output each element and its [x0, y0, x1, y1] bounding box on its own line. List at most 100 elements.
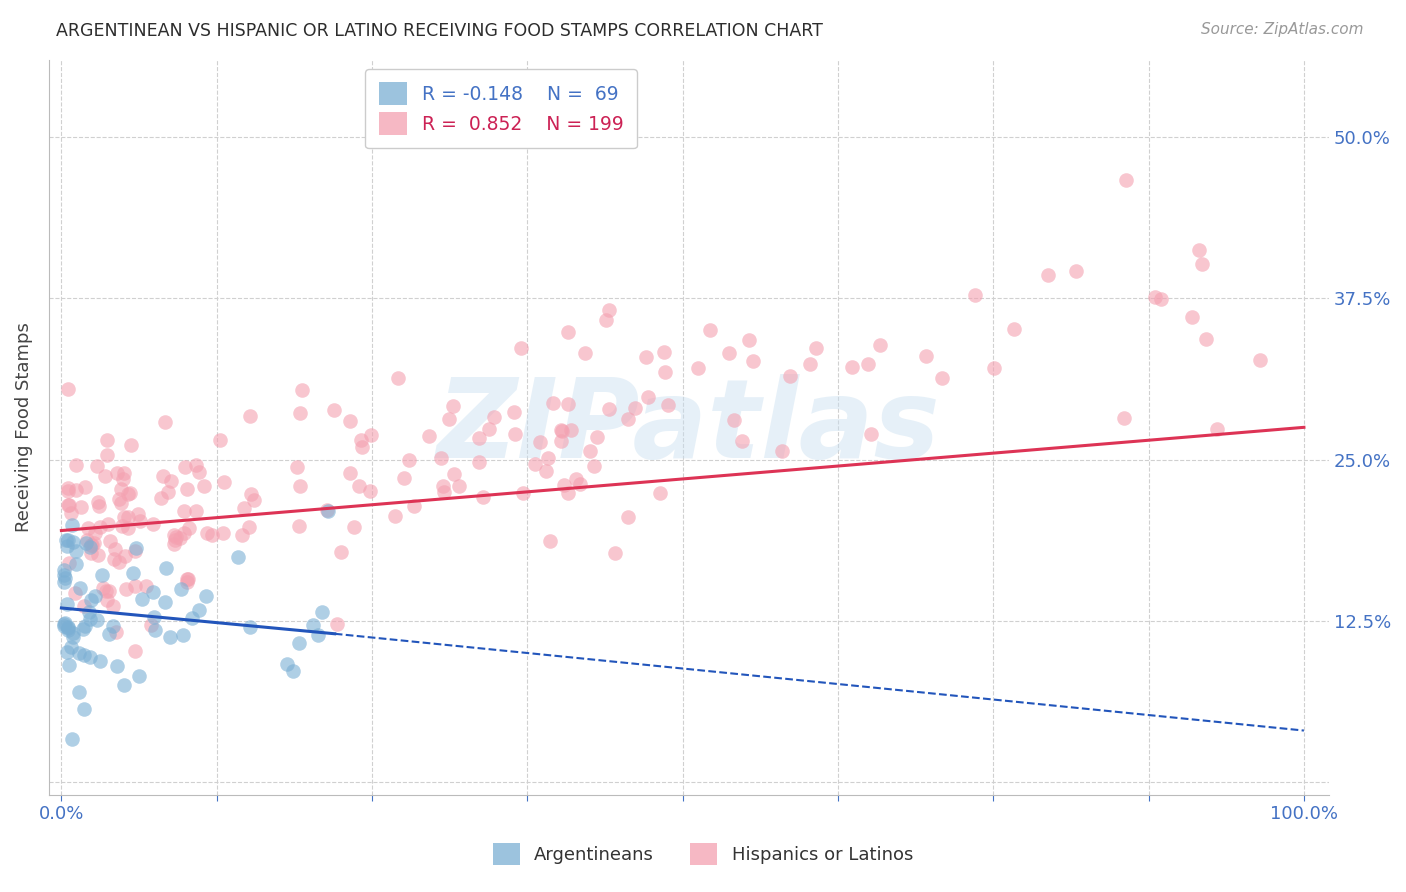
Point — [226, 550, 249, 565]
Point — [75, 480, 97, 494]
Point — [688, 360, 710, 375]
Point — [142, 610, 165, 624]
Point — [550, 424, 572, 438]
Point — [290, 479, 312, 493]
Point — [387, 371, 409, 385]
Point — [392, 470, 415, 484]
Point — [152, 469, 174, 483]
Point — [55, 571, 77, 585]
Point — [87, 499, 110, 513]
Point — [931, 371, 953, 385]
Point — [339, 466, 361, 480]
Point — [583, 459, 606, 474]
Point — [163, 528, 186, 542]
Point — [1066, 264, 1088, 278]
Point — [80, 546, 103, 560]
Point — [62, 626, 84, 640]
Point — [201, 528, 224, 542]
Point — [804, 341, 827, 355]
Point — [240, 487, 263, 501]
Point — [79, 650, 101, 665]
Point — [89, 654, 111, 668]
Point — [176, 482, 198, 496]
Point — [96, 583, 118, 598]
Point — [188, 465, 211, 479]
Point — [718, 346, 741, 360]
Point — [91, 581, 114, 595]
Point — [58, 556, 80, 570]
Point — [112, 678, 135, 692]
Point — [212, 526, 235, 541]
Point — [468, 455, 491, 469]
Point — [69, 581, 91, 595]
Point — [598, 302, 620, 317]
Point — [83, 536, 105, 550]
Point — [170, 582, 193, 596]
Point — [117, 510, 139, 524]
Point — [77, 605, 100, 619]
Point — [288, 406, 311, 420]
Point — [117, 521, 139, 535]
Point — [287, 636, 309, 650]
Point — [77, 521, 100, 535]
Point — [142, 517, 165, 532]
Point — [330, 545, 353, 559]
Point — [142, 584, 165, 599]
Point — [307, 628, 329, 642]
Point — [194, 589, 217, 603]
Point — [595, 313, 617, 327]
Point — [187, 602, 209, 616]
Point — [87, 548, 110, 562]
Point — [349, 479, 371, 493]
Point — [96, 448, 118, 462]
Point — [471, 490, 494, 504]
Point — [624, 401, 647, 416]
Point — [114, 549, 136, 563]
Point — [93, 469, 115, 483]
Point — [179, 521, 201, 535]
Point — [80, 593, 103, 607]
Point — [657, 398, 679, 412]
Point — [52, 568, 75, 582]
Point — [1144, 289, 1167, 303]
Point — [723, 413, 745, 427]
Point — [55, 533, 77, 548]
Point — [56, 483, 79, 498]
Point — [76, 533, 98, 548]
Point — [104, 541, 127, 556]
Point — [184, 458, 207, 472]
Point — [569, 477, 592, 491]
Point — [60, 518, 83, 533]
Point — [115, 582, 138, 596]
Point — [108, 555, 131, 569]
Point — [139, 618, 162, 632]
Point — [98, 583, 121, 598]
Point — [352, 441, 374, 455]
Point — [339, 414, 361, 428]
Point — [443, 467, 465, 482]
Point — [56, 623, 79, 637]
Point — [73, 618, 96, 632]
Point — [174, 460, 197, 475]
Point — [58, 498, 80, 512]
Point — [650, 486, 672, 500]
Point — [58, 658, 80, 673]
Point — [65, 544, 87, 558]
Point — [1115, 173, 1137, 187]
Point — [433, 484, 456, 499]
Point — [432, 479, 454, 493]
Point — [869, 338, 891, 352]
Point — [350, 434, 373, 448]
Point — [56, 620, 79, 634]
Point — [52, 617, 75, 632]
Point — [75, 536, 97, 550]
Point — [120, 485, 142, 500]
Point — [156, 485, 179, 500]
Point — [181, 611, 204, 625]
Point — [1036, 268, 1059, 283]
Text: ARGENTINEAN VS HISPANIC OR LATINO RECEIVING FOOD STAMPS CORRELATION CHART: ARGENTINEAN VS HISPANIC OR LATINO RECEIV… — [56, 22, 823, 40]
Point — [184, 504, 207, 518]
Point — [509, 341, 531, 355]
Point — [104, 624, 127, 639]
Point — [62, 535, 84, 549]
